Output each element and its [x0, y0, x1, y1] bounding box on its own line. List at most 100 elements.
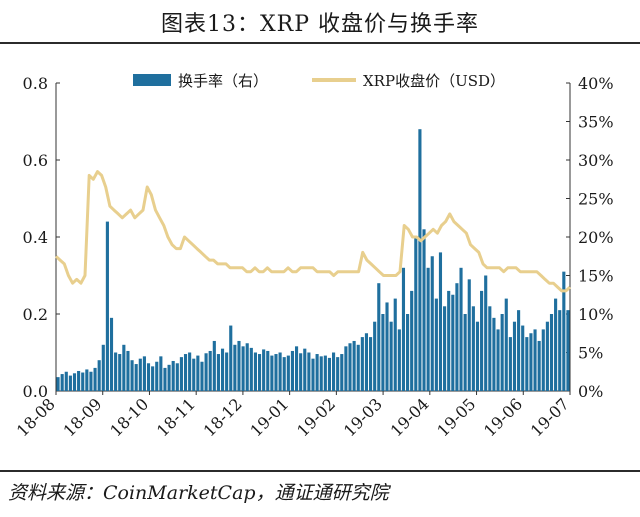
y-right-tick-label: 40%	[578, 74, 614, 93]
turnover-bar	[352, 340, 356, 391]
turnover-bar	[122, 344, 126, 391]
y-right-tick-label: 25%	[578, 190, 614, 209]
turnover-bar	[521, 325, 525, 391]
turnover-bar	[566, 310, 570, 391]
turnover-bar	[549, 314, 554, 391]
turnover-bar	[475, 321, 480, 391]
legend-line-label: XRP收盘价（USD）	[363, 72, 505, 90]
turnover-bar	[138, 358, 142, 391]
turnover-bar	[319, 356, 323, 391]
x-tick-label: 19-04	[387, 394, 433, 440]
turnover-bar	[93, 367, 97, 391]
turnover-bar	[504, 298, 508, 391]
turnover-bar	[373, 321, 377, 391]
turnover-bar	[126, 350, 130, 391]
turnover-bar	[467, 279, 471, 391]
turnover-bar	[253, 352, 257, 391]
x-tick-label: 19-02	[293, 394, 339, 440]
turnover-bar	[89, 371, 93, 391]
turnover-bar	[229, 325, 233, 391]
turnover-bar	[393, 298, 397, 391]
turnover-bar	[529, 333, 533, 391]
turnover-bar	[517, 310, 521, 391]
turnover-bar	[438, 252, 443, 391]
turnover-bar	[369, 337, 373, 391]
turnover-bar	[146, 363, 151, 391]
turnover-bar	[262, 349, 266, 391]
turnover-bar	[77, 370, 81, 391]
source-note: 资料来源：CoinMarketCap，通证通研究院	[8, 482, 389, 504]
turnover-bar	[241, 346, 245, 391]
price-line	[54, 170, 572, 293]
turnover-bar	[233, 344, 237, 391]
turnover-bar	[270, 355, 274, 391]
turnover-bar	[294, 346, 299, 391]
turnover-bar	[97, 360, 101, 391]
turnover-bar	[216, 354, 220, 391]
x-tick-label: 19-05	[433, 394, 479, 440]
turnover-bar	[274, 354, 278, 391]
turnover-bar	[72, 373, 77, 391]
y-left-tick-label: 0.6	[23, 151, 48, 170]
turnover-bar	[167, 364, 171, 391]
turnover-bar	[508, 337, 512, 391]
turnover-bar	[554, 298, 558, 391]
y-left-tick-label: 0.2	[23, 305, 48, 324]
turnover-bar	[471, 306, 475, 391]
legend-bar-label: 换手率（右）	[178, 72, 268, 90]
chart: 0.0 0.2 0.4 0.6 0.8 0% 5% 10% 15% 20% 25% 30% 35% 40%…	[13, 72, 614, 440]
turnover-bar	[426, 267, 430, 391]
turnover-bar	[188, 352, 192, 391]
turnover-bar	[60, 374, 64, 391]
turnover-bar	[101, 344, 105, 391]
turnover-bar	[278, 352, 282, 391]
turnover-bar	[463, 314, 467, 391]
turnover-bar	[364, 333, 369, 391]
bar-series-layer	[56, 129, 570, 391]
turnover-bar	[220, 348, 225, 391]
turnover-bar	[245, 343, 249, 391]
turnover-bar	[525, 337, 529, 391]
y-right-tick-label: 35%	[578, 113, 614, 132]
source-rule	[0, 470, 640, 472]
x-tick-label: 19-06	[480, 394, 526, 440]
turnover-bar	[311, 358, 315, 391]
turnover-bar	[356, 344, 360, 391]
turnover-bar	[142, 356, 146, 391]
turnover-bar	[307, 352, 311, 391]
turnover-bar	[430, 256, 434, 391]
turnover-bar	[484, 275, 488, 391]
turnover-bar	[541, 329, 545, 391]
turnover-bar	[434, 298, 438, 391]
turnover-bar	[315, 354, 319, 391]
turnover-bar	[68, 375, 72, 391]
x-tick-label: 18-09	[60, 394, 106, 440]
turnover-bar	[183, 354, 188, 391]
turnover-bar	[331, 352, 336, 391]
x-tick-label: 19-07	[527, 394, 573, 440]
turnover-bar	[451, 294, 455, 391]
turnover-bar	[512, 321, 517, 391]
turnover-bar	[85, 369, 89, 391]
turnover-bar	[299, 353, 303, 391]
turnover-bar	[500, 314, 504, 391]
turnover-bar	[418, 129, 422, 391]
turnover-bar	[200, 361, 204, 391]
turnover-bar	[558, 310, 562, 391]
turnover-bar	[249, 347, 253, 391]
turnover-bar	[114, 352, 118, 391]
turnover-bar	[492, 317, 496, 391]
turnover-bar	[406, 314, 410, 391]
y-left-tick-label: 0.0	[23, 382, 48, 401]
turnover-bar	[105, 221, 109, 391]
turnover-bar	[109, 317, 114, 391]
line-series-layer	[54, 170, 572, 293]
turnover-bar	[562, 271, 566, 391]
chart-title: 图表13：XRP 收盘价与换手率	[160, 12, 480, 37]
turnover-bar	[196, 355, 200, 391]
turnover-bar	[389, 321, 393, 391]
legend-bar-swatch	[133, 74, 171, 86]
turnover-bar	[545, 321, 549, 391]
turnover-bar	[344, 346, 348, 391]
turnover-bar	[422, 229, 426, 391]
